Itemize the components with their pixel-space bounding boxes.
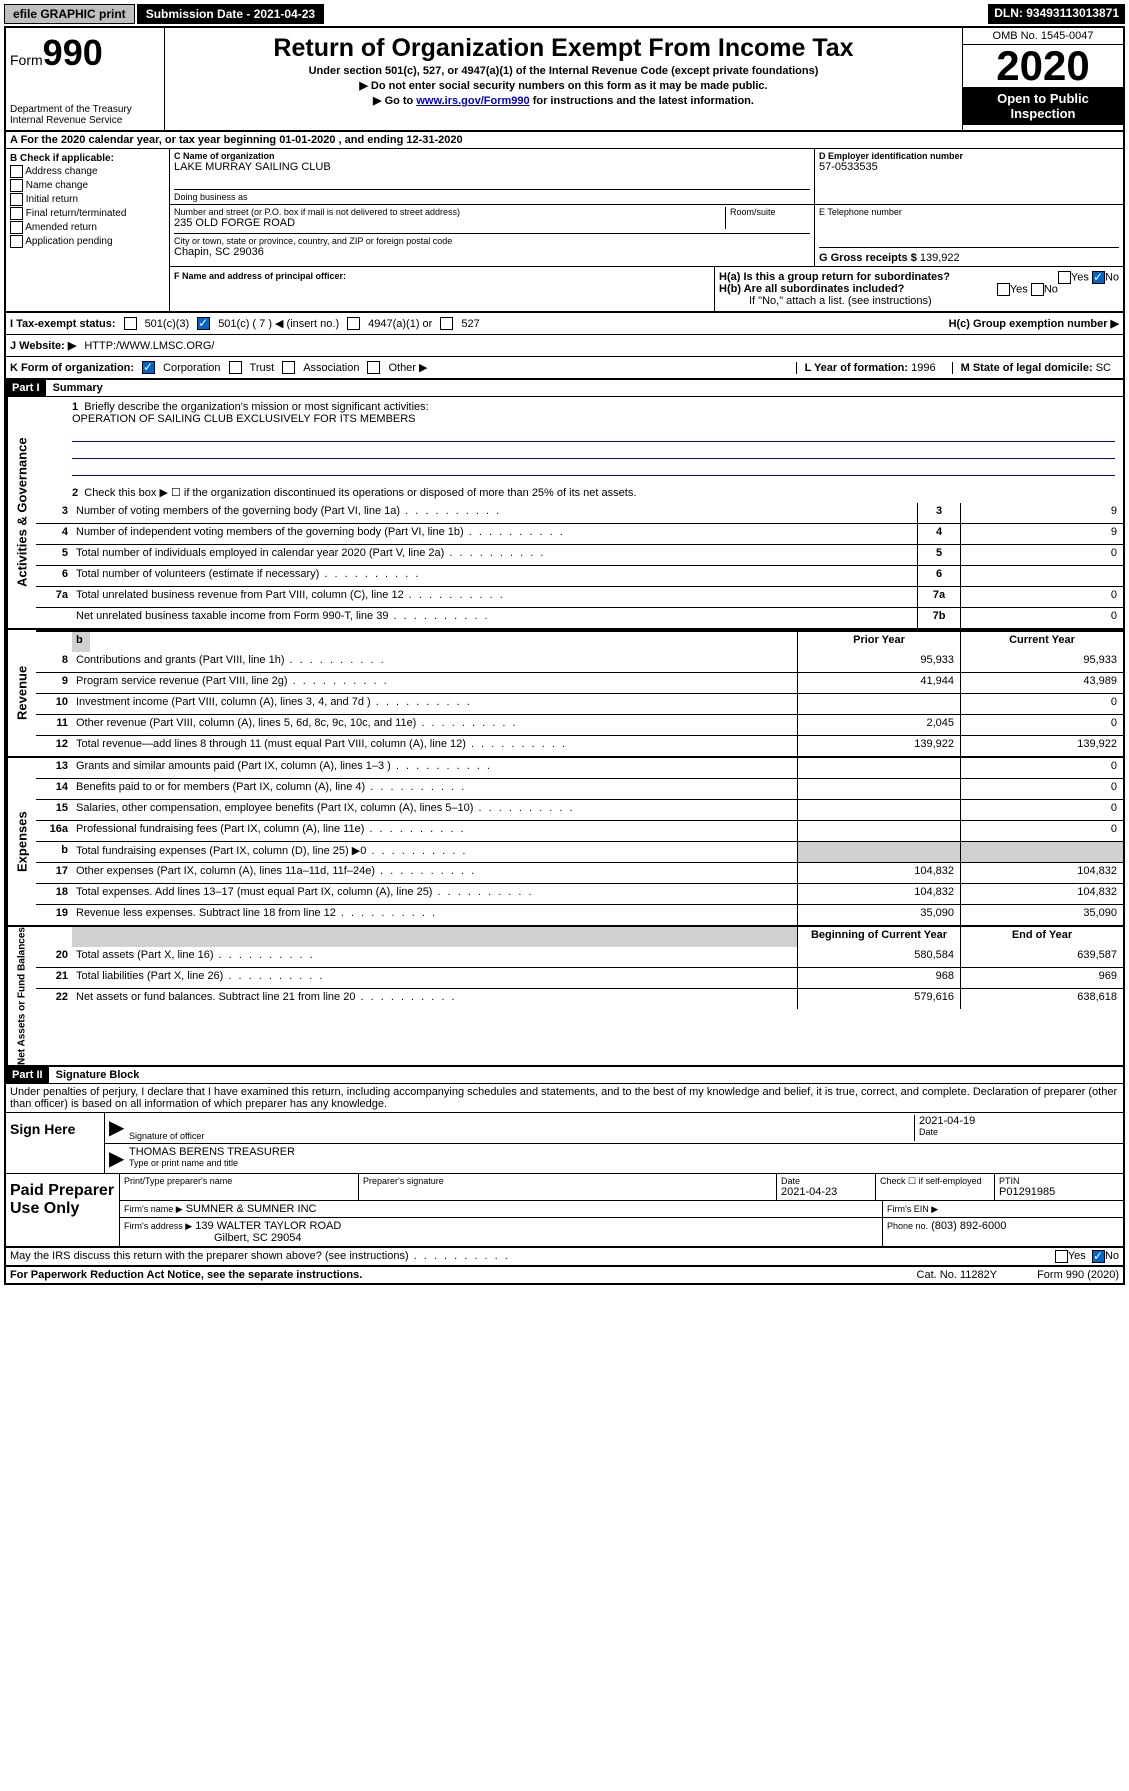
subtitle-1: Under section 501(c), 527, or 4947(a)(1)… xyxy=(173,65,954,77)
summary-line: 15Salaries, other compensation, employee… xyxy=(36,799,1123,820)
sig-date-label: Date xyxy=(919,1127,1119,1137)
dln-label: DLN: 93493113013871 xyxy=(988,4,1125,24)
summary-line: 21Total liabilities (Part X, line 26)968… xyxy=(36,967,1123,988)
form-footer: Form 990 (2020) xyxy=(1037,1269,1119,1281)
line-1: 1 Briefly describe the organization's mi… xyxy=(36,397,1123,482)
vert-expenses: Expenses xyxy=(6,758,36,925)
row-a-period: A For the 2020 calendar year, or tax yea… xyxy=(6,132,1123,149)
firm-addr2: Gilbert, SC 29054 xyxy=(124,1232,301,1244)
perjury-declaration: Under penalties of perjury, I declare th… xyxy=(6,1084,1123,1113)
summary-line: 20Total assets (Part X, line 16)580,5846… xyxy=(36,947,1123,967)
summary-line: 10Investment income (Part VIII, column (… xyxy=(36,693,1123,714)
name-label: C Name of organization xyxy=(174,151,810,161)
pra-notice: For Paperwork Reduction Act Notice, see … xyxy=(10,1269,362,1281)
org-name: LAKE MURRAY SAILING CLUB xyxy=(174,161,810,173)
instructions-link[interactable]: www.irs.gov/Form990 xyxy=(416,95,529,107)
ein-label: D Employer identification number xyxy=(819,151,1119,161)
row-j: J Website: ▶ HTTP:/WWW.LMSC.ORG/ xyxy=(6,335,1123,357)
addr-label: Number and street (or P.O. box if mail i… xyxy=(174,207,725,217)
dept-label: Department of the Treasury Internal Reve… xyxy=(10,104,160,126)
summary-line: Net unrelated business taxable income fr… xyxy=(36,607,1123,628)
sig-officer-label: Signature of officer xyxy=(129,1131,914,1141)
room-label: Room/suite xyxy=(725,207,810,229)
firm-phone: (803) 892-6000 xyxy=(931,1220,1006,1232)
officer-label: F Name and address of principal officer: xyxy=(174,271,710,281)
subtitle-3: ▶ Go to www.irs.gov/Form990 for instruct… xyxy=(173,94,954,107)
vert-net: Net Assets or Fund Balances xyxy=(6,927,36,1065)
summary-line: 3Number of voting members of the governi… xyxy=(36,503,1123,523)
summary-line: 18Total expenses. Add lines 13–17 (must … xyxy=(36,883,1123,904)
website-value: HTTP:/WWW.LMSC.ORG/ xyxy=(84,340,214,352)
summary-line: 8Contributions and grants (Part VIII, li… xyxy=(36,652,1123,672)
ptin-value: P01291985 xyxy=(999,1186,1119,1198)
cat-no: Cat. No. 11282Y xyxy=(917,1269,998,1281)
sig-date: 2021-04-19 xyxy=(919,1115,1119,1127)
h-b: H(b) Are all subordinates included? Yes … xyxy=(719,283,1119,295)
summary-line: 19Revenue less expenses. Subtract line 1… xyxy=(36,904,1123,925)
form-container: Form990 Department of the Treasury Inter… xyxy=(4,26,1125,1285)
row-i: I Tax-exempt status: 501(c)(3) 501(c) ( … xyxy=(6,313,1123,335)
summary-line: 12Total revenue—add lines 8 through 11 (… xyxy=(36,735,1123,756)
dba-label: Doing business as xyxy=(174,189,810,202)
top-toolbar: efile GRAPHIC print Submission Date - 20… xyxy=(4,4,1125,24)
open-to-public: Open to Public Inspection xyxy=(963,87,1123,125)
boc-hdr: Beginning of Current Year xyxy=(797,927,960,947)
sign-here-label: Sign Here xyxy=(6,1113,105,1173)
summary-line: 17Other expenses (Part IX, column (A), l… xyxy=(36,862,1123,883)
h-a: H(a) Is this a group return for subordin… xyxy=(719,271,1119,283)
h-b-note: If "No," attach a list. (see instruction… xyxy=(719,295,1119,307)
summary-line: 4Number of independent voting members of… xyxy=(36,523,1123,544)
street-address: 235 OLD FORGE ROAD xyxy=(174,217,725,229)
officer-name: THOMAS BERENS TREASURER xyxy=(129,1146,1119,1158)
summary-line: 6Total number of volunteers (estimate if… xyxy=(36,565,1123,586)
subtitle-2: ▶ Do not enter social security numbers o… xyxy=(173,79,954,92)
summary-line: 7aTotal unrelated business revenue from … xyxy=(36,586,1123,607)
summary-line: 22Net assets or fund balances. Subtract … xyxy=(36,988,1123,1009)
vert-governance: Activities & Governance xyxy=(6,397,36,628)
summary-line: bTotal fundraising expenses (Part IX, co… xyxy=(36,841,1123,862)
summary-line: 14Benefits paid to or for members (Part … xyxy=(36,778,1123,799)
vert-revenue: Revenue xyxy=(6,630,36,756)
row-k: K Form of organization: Corporation Trus… xyxy=(6,357,1123,380)
current-year-hdr: Current Year xyxy=(960,632,1123,652)
city-value: Chapin, SC 29036 xyxy=(174,246,810,258)
tax-year: 2020 xyxy=(963,45,1123,87)
firm-name: SUMNER & SUMNER INC xyxy=(186,1203,317,1215)
officer-name-label: Type or print name and title xyxy=(129,1158,1119,1168)
part-2-header: Part II Signature Block xyxy=(6,1067,1123,1084)
gross-receipts-value: 139,922 xyxy=(920,252,960,264)
gross-receipts-label: G Gross receipts $ xyxy=(819,252,917,264)
discuss-question: May the IRS discuss this return with the… xyxy=(10,1250,510,1263)
part-1-header: Part I Summary xyxy=(6,380,1123,397)
paid-preparer-label: Paid Preparer Use Only xyxy=(6,1174,120,1246)
city-label: City or town, state or province, country… xyxy=(174,236,810,246)
form-header: Form990 Department of the Treasury Inter… xyxy=(6,28,1123,132)
eoy-hdr: End of Year xyxy=(960,927,1123,947)
phone-label: E Telephone number xyxy=(819,207,1119,217)
summary-line: 16aProfessional fundraising fees (Part I… xyxy=(36,820,1123,841)
firm-addr1: 139 WALTER TAYLOR ROAD xyxy=(195,1220,341,1232)
summary-line: 5Total number of individuals employed in… xyxy=(36,544,1123,565)
prior-year-hdr: Prior Year xyxy=(797,632,960,652)
submission-date-button[interactable]: Submission Date - 2021-04-23 xyxy=(137,4,324,24)
box-b: B Check if applicable: Address change Na… xyxy=(6,149,170,311)
ein-value: 57-0533535 xyxy=(819,161,1119,173)
form-title: Return of Organization Exempt From Incom… xyxy=(173,34,954,63)
form-number: Form990 xyxy=(10,32,160,74)
line-2: 2 Check this box ▶ ☐ if the organization… xyxy=(36,482,1123,503)
summary-line: 11Other revenue (Part VIII, column (A), … xyxy=(36,714,1123,735)
efile-button[interactable]: efile GRAPHIC print xyxy=(4,4,135,24)
preparer-date: 2021-04-23 xyxy=(781,1186,871,1198)
summary-line: 13Grants and similar amounts paid (Part … xyxy=(36,758,1123,778)
h-c: H(c) Group exemption number ▶ xyxy=(949,317,1119,330)
summary-line: 9Program service revenue (Part VIII, lin… xyxy=(36,672,1123,693)
